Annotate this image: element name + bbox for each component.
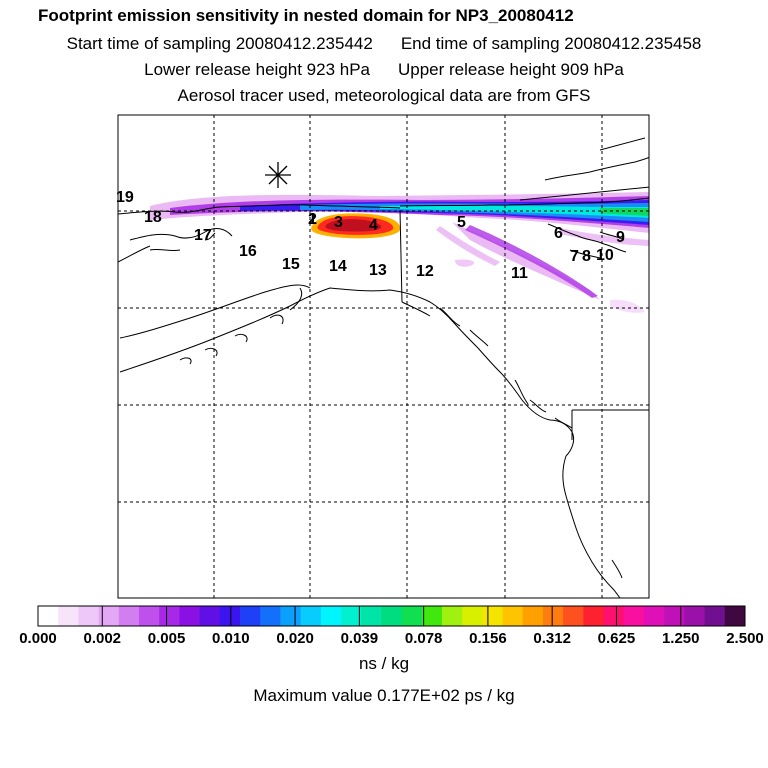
colorbar-tick-label: 0.625 (598, 630, 636, 647)
point-label-13: 13 (369, 262, 387, 279)
colorbar-tick-label: 0.000 (19, 630, 57, 647)
point-label-15: 15 (282, 256, 300, 273)
colorbar-tick-label: 0.156 (469, 630, 507, 647)
colorbar-cell (502, 606, 524, 626)
colorbar-tick-label: 0.005 (148, 630, 186, 647)
point-label-10: 10 (596, 247, 614, 264)
trajectory-point-labels: 1 2 3 4 5 6 7 8 9 10 11 12 13 14 15 16 1… (116, 189, 625, 282)
colorbar-cell (664, 606, 685, 626)
colorbar-cell (118, 606, 140, 626)
colorbar-tick-label: 0.010 (212, 630, 250, 647)
colorbar-cell (240, 606, 261, 626)
colorbar-cell (522, 606, 544, 626)
colorbar-cell (341, 606, 362, 626)
colorbar-tick-label: 0.078 (405, 630, 443, 647)
point-label-4: 4 (369, 217, 378, 234)
colorbar-cell (98, 606, 120, 626)
colorbar-tick-label: 0.002 (83, 630, 121, 647)
asterisk-icon (265, 162, 291, 188)
colorbar-cell (219, 606, 241, 626)
colorbar-cell (260, 606, 281, 626)
colorbar-cell (644, 606, 665, 626)
colorbar-tick-label: 0.039 (341, 630, 379, 647)
point-label-6: 6 (554, 225, 563, 242)
colorbar-cell (543, 606, 564, 626)
colorbar-cell (724, 606, 746, 626)
point-label-11: 11 (511, 265, 528, 282)
map-frame (117, 114, 650, 599)
colorbar-cell (300, 606, 322, 626)
point-label-12: 12 (416, 263, 434, 280)
point-label-3: 3 (334, 214, 343, 231)
colorbar-cell (583, 606, 605, 626)
point-label-1: 1 (308, 211, 317, 228)
start-time-label: Start time of sampling 20080412.235442 (66, 34, 373, 53)
colorbar-cell (199, 606, 221, 626)
plot-title: Footprint emission sensitivity in nested… (38, 6, 574, 25)
point-label-14: 14 (329, 258, 347, 275)
colorbar-cell (442, 606, 463, 626)
colorbar-tick-label: 2.500 (726, 630, 764, 647)
maximum-value-label: Maximum value 0.177E+02 ps / kg (253, 686, 515, 705)
colorbar-cell (401, 606, 423, 626)
colorbar-cell (623, 606, 645, 626)
tracer-info-label: Aerosol tracer used, meteorological data… (177, 86, 591, 105)
colorbar-tick-label: 1.250 (662, 630, 700, 647)
map-content (118, 115, 649, 598)
point-label-2: 2 (308, 211, 317, 228)
colorbar-cell (421, 606, 443, 626)
point-label-5: 5 (457, 214, 466, 231)
coastlines (118, 137, 649, 598)
point-label-19: 19 (116, 189, 134, 206)
colorbar-tick-label: 0.312 (533, 630, 571, 647)
lower-release-label: Lower release height 923 hPa (144, 60, 370, 79)
colorbar-cell (462, 606, 483, 626)
colorbar-cell (381, 606, 403, 626)
colorbar-cell (684, 606, 706, 626)
point-label-7: 7 (570, 248, 579, 265)
release-height-line: Lower release height 923 hPa Upper releas… (0, 60, 768, 80)
point-label-9: 9 (616, 229, 625, 246)
colorbar-cell (704, 606, 726, 626)
colorbar-cell (361, 606, 382, 626)
lat-lon-grid (118, 115, 649, 598)
colorbar-cell (139, 606, 160, 626)
sampling-time-line: Start time of sampling 20080412.235442 En… (0, 34, 768, 54)
point-label-8: 8 (582, 248, 591, 265)
colorbar-cell (320, 606, 342, 626)
colorbar-unit-label: ns / kg (358, 654, 410, 673)
colorbar-cell (482, 606, 504, 626)
colorbar-cell (179, 606, 201, 626)
colorbar-cell (563, 606, 584, 626)
point-label-16: 16 (239, 243, 257, 260)
point-label-17: 17 (194, 227, 212, 244)
end-time-label: End time of sampling 20080412.235458 (400, 34, 702, 53)
colorbar-tick-label: 0.020 (276, 630, 314, 647)
colorbar-cell (603, 606, 625, 626)
colorbar (37, 605, 746, 627)
colorbar-cell (280, 606, 302, 626)
colorbar-cell (58, 606, 79, 626)
point-label-18: 18 (144, 209, 162, 226)
colorbar-tick-labels: 0.000 0.002 0.005 0.010 0.020 0.039 0.078 0.156… (19, 630, 764, 647)
colorbar-cell (38, 606, 59, 626)
colorbar-cell (78, 606, 100, 626)
upper-release-label: Upper release height 909 hPa (398, 60, 624, 79)
colorbar-cell (159, 606, 180, 626)
